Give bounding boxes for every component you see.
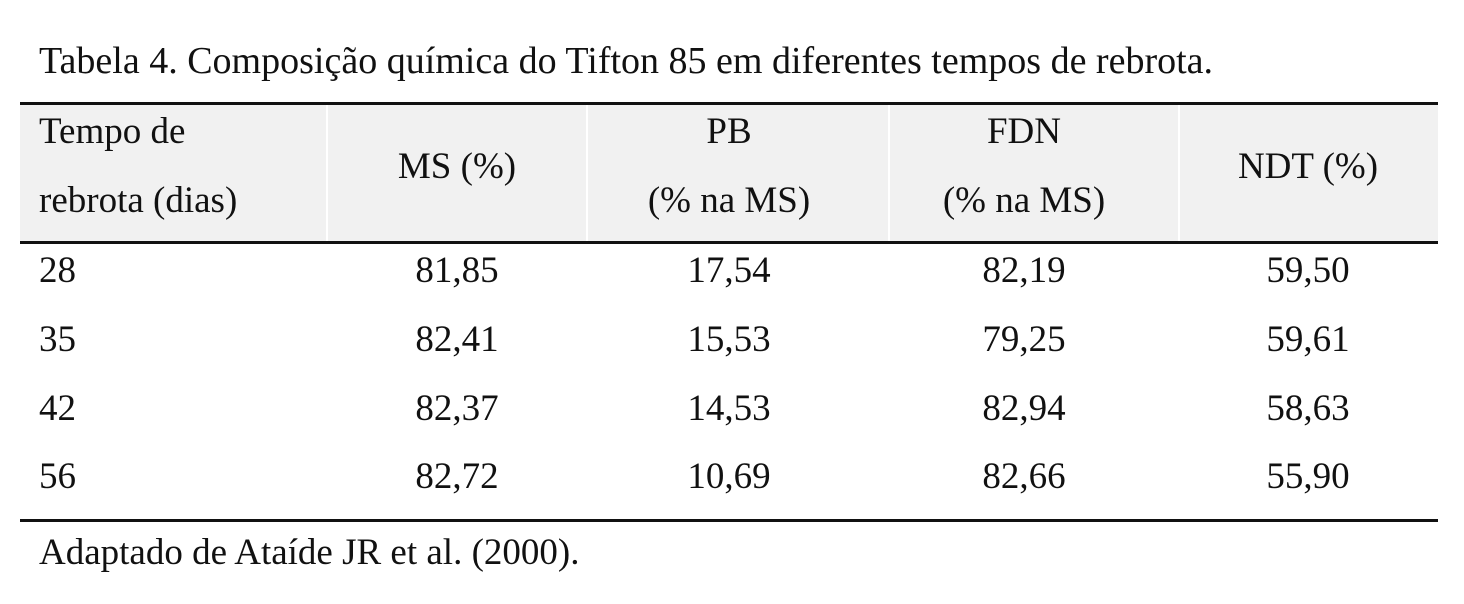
header-separator (1178, 105, 1180, 241)
cell-tempo: 42 (39, 388, 76, 429)
cell-pb: 10,69 (687, 456, 771, 497)
cell-fdn: 82,19 (982, 250, 1066, 291)
cell-pb: 17,54 (687, 250, 771, 291)
cell-pb: 15,53 (687, 319, 771, 360)
header-pb-line2: (% na MS) (647, 180, 811, 221)
header-fdn-line2: (% na MS) (942, 180, 1106, 221)
header-separator (586, 105, 588, 241)
cell-pb: 14,53 (687, 388, 771, 429)
cell-ms: 81,85 (415, 250, 499, 291)
cell-ndt: 55,90 (1266, 456, 1350, 497)
cell-tempo: 35 (39, 319, 76, 360)
cell-ndt: 59,50 (1266, 250, 1350, 291)
table-caption: Tabela 4. Composição química do Tifton 8… (39, 40, 1214, 82)
cell-ndt: 58,63 (1266, 388, 1350, 429)
header-tempo-line2: rebrota (dias) (39, 180, 238, 221)
table-bottom-rule (20, 519, 1438, 522)
table-header (20, 105, 1438, 241)
table-source-note: Adaptado de Ataíde JR et al. (2000). (39, 532, 580, 573)
table-mid-rule (20, 241, 1438, 244)
header-tempo-line1: Tempo de (39, 111, 186, 152)
table-top-rule (20, 102, 1438, 105)
cell-fdn: 82,94 (982, 388, 1066, 429)
cell-fdn: 79,25 (982, 319, 1066, 360)
cell-ms: 82,41 (415, 319, 499, 360)
header-separator (888, 105, 890, 241)
cell-ms: 82,72 (415, 456, 499, 497)
header-separator (326, 105, 328, 241)
cell-ndt: 59,61 (1266, 319, 1350, 360)
header-fdn-line1: FDN (986, 111, 1062, 152)
cell-fdn: 82,66 (982, 456, 1066, 497)
header-pb-line1: PB (706, 111, 752, 152)
cell-tempo: 28 (39, 250, 76, 291)
cell-ms: 82,37 (415, 388, 499, 429)
cell-tempo: 56 (39, 456, 76, 497)
header-ms: MS (%) (397, 146, 517, 187)
header-ndt: NDT (%) (1237, 146, 1379, 187)
